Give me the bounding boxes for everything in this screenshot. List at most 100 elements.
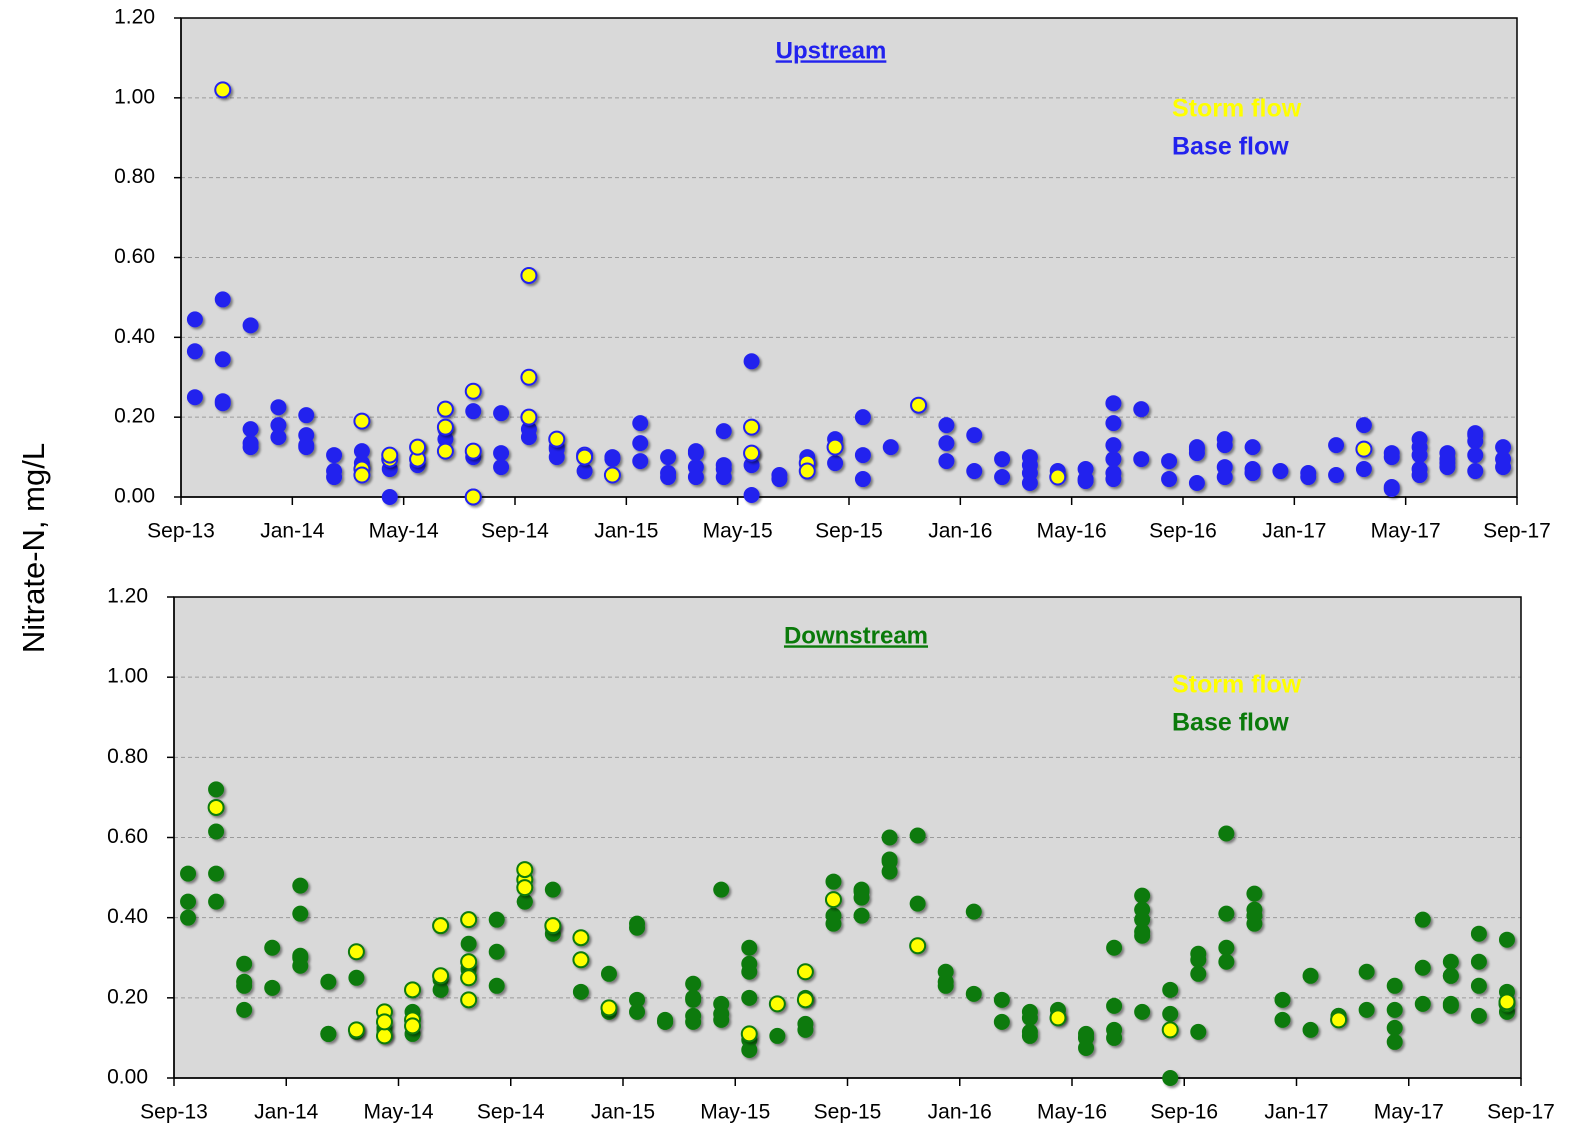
data-point bbox=[180, 865, 197, 882]
x-tick-label: Jan-16 bbox=[928, 520, 992, 543]
y-tick-label: 0.60 bbox=[114, 245, 155, 268]
data-point bbox=[1218, 939, 1235, 956]
data-point bbox=[1246, 907, 1263, 924]
x-tick-label: May-17 bbox=[1371, 520, 1441, 543]
data-point bbox=[827, 455, 844, 472]
data-point bbox=[1190, 1023, 1207, 1040]
legend-entry: Base flow bbox=[1172, 133, 1289, 161]
data-point bbox=[1355, 440, 1373, 458]
legend-entry: Storm flow bbox=[1172, 95, 1302, 123]
data-point bbox=[572, 951, 590, 969]
data-point bbox=[207, 798, 225, 816]
data-point bbox=[1161, 1021, 1179, 1039]
plot-border bbox=[180, 17, 1518, 498]
data-point bbox=[771, 471, 788, 488]
data-point bbox=[326, 463, 343, 480]
data-point bbox=[298, 439, 315, 456]
data-point bbox=[993, 991, 1010, 1008]
data-point bbox=[825, 915, 842, 932]
legend-entry: Storm flow bbox=[1172, 671, 1302, 699]
y-tick-label: 0.80 bbox=[114, 165, 155, 188]
x-tick-label: Jan-15 bbox=[591, 1101, 655, 1124]
data-point bbox=[214, 351, 231, 368]
data-point bbox=[687, 445, 704, 462]
data-point bbox=[938, 435, 955, 452]
data-point bbox=[404, 981, 422, 999]
data-point bbox=[1162, 1070, 1179, 1086]
data-point bbox=[1106, 1021, 1123, 1038]
data-point bbox=[1274, 1011, 1291, 1028]
data-point bbox=[544, 881, 561, 898]
data-point bbox=[854, 447, 871, 464]
data-point bbox=[1105, 437, 1122, 454]
data-point bbox=[854, 409, 871, 426]
data-point bbox=[1328, 437, 1345, 454]
data-point bbox=[1470, 977, 1487, 994]
data-point bbox=[186, 389, 203, 406]
data-point bbox=[1302, 1021, 1319, 1038]
data-point bbox=[208, 865, 225, 882]
data-point bbox=[768, 995, 786, 1013]
data-point bbox=[741, 955, 758, 972]
data-point bbox=[1386, 977, 1403, 994]
data-point bbox=[348, 969, 365, 986]
data-point bbox=[910, 396, 928, 414]
y-tick-label: 0.00 bbox=[107, 1066, 148, 1089]
data-point bbox=[432, 917, 450, 935]
data-point bbox=[208, 781, 225, 798]
data-point bbox=[520, 368, 538, 386]
data-point bbox=[436, 400, 454, 418]
data-point bbox=[632, 435, 649, 452]
data-point bbox=[1188, 475, 1205, 492]
data-point bbox=[381, 489, 398, 505]
data-point bbox=[1467, 447, 1484, 464]
data-point bbox=[576, 463, 593, 480]
data-point bbox=[432, 967, 450, 985]
data-point bbox=[1134, 901, 1151, 918]
x-tick-label: Jan-16 bbox=[928, 1101, 992, 1124]
data-point bbox=[1411, 467, 1428, 484]
data-point bbox=[909, 895, 926, 912]
data-point bbox=[320, 1025, 337, 1042]
data-point bbox=[909, 937, 927, 955]
data-point bbox=[1330, 1011, 1348, 1029]
x-tick-label: May-16 bbox=[1037, 1101, 1107, 1124]
data-point bbox=[1414, 995, 1431, 1012]
data-point bbox=[798, 462, 816, 480]
data-point bbox=[465, 403, 482, 420]
y-tick-label: 0.00 bbox=[114, 485, 155, 508]
data-point bbox=[1134, 927, 1151, 944]
data-point bbox=[270, 417, 287, 434]
series bbox=[207, 798, 1516, 1045]
data-point bbox=[1414, 959, 1431, 976]
x-tick-label: Sep-13 bbox=[147, 520, 215, 543]
data-point bbox=[600, 999, 618, 1017]
data-point bbox=[353, 466, 371, 484]
data-point bbox=[214, 291, 231, 308]
x-tick-label: Sep-15 bbox=[815, 520, 883, 543]
data-point bbox=[1386, 1019, 1403, 1036]
x-tick-label: Jan-14 bbox=[260, 520, 325, 543]
data-point bbox=[1218, 825, 1235, 842]
y-tick-label: 0.20 bbox=[114, 405, 155, 428]
data-point bbox=[994, 451, 1011, 468]
data-point bbox=[548, 449, 565, 466]
x-tick-label: May-14 bbox=[369, 520, 439, 543]
data-point bbox=[965, 903, 982, 920]
data-point bbox=[1467, 425, 1484, 442]
data-point bbox=[715, 423, 732, 440]
data-point bbox=[1162, 981, 1179, 998]
data-point bbox=[685, 989, 702, 1006]
data-point bbox=[1498, 993, 1516, 1011]
data-point bbox=[572, 983, 589, 1000]
data-point bbox=[460, 991, 478, 1009]
data-point bbox=[460, 969, 478, 987]
data-point bbox=[1467, 463, 1484, 480]
x-tick-label: Sep-15 bbox=[814, 1101, 882, 1124]
y-tick-label: 1.20 bbox=[107, 585, 148, 608]
data-point bbox=[1442, 967, 1459, 984]
data-point bbox=[214, 81, 232, 99]
data-point bbox=[460, 953, 478, 971]
y-tick-label: 1.20 bbox=[114, 6, 155, 29]
data-point bbox=[854, 471, 871, 488]
